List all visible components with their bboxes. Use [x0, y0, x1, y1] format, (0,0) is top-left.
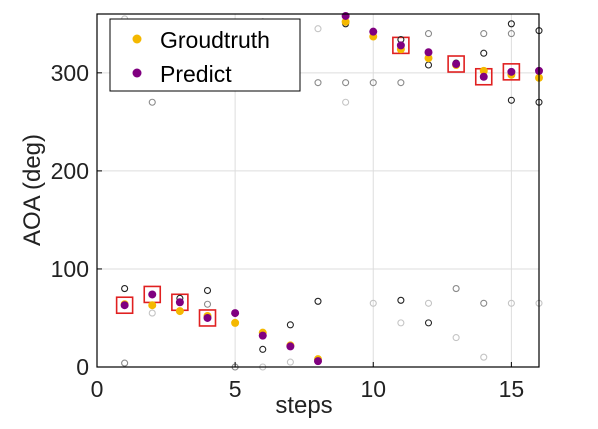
- x-tick-label: 0: [91, 376, 104, 402]
- x-axis-label: steps: [275, 392, 332, 419]
- candidate-point-dark: [397, 296, 405, 304]
- candidate-point-mid: [314, 79, 322, 87]
- predict-point: [231, 309, 240, 318]
- candidate-point-light: [424, 299, 433, 307]
- predict-point: [258, 331, 267, 340]
- predict-point: [148, 290, 157, 299]
- candidate-point-light: [507, 299, 515, 307]
- legend: Groudtruth Predict: [109, 18, 301, 92]
- candidate-point-mid: [424, 30, 433, 38]
- candidate-point-light: [369, 299, 377, 307]
- candidate-point-mid: [148, 98, 156, 106]
- y-tick-label: 0: [76, 354, 89, 380]
- y-tick-label: 100: [51, 256, 89, 282]
- candidate-point-mid: [203, 300, 212, 308]
- y-tick-label: 300: [51, 60, 89, 86]
- candidate-point-mid: [121, 359, 129, 367]
- predict-point: [341, 11, 350, 20]
- x-tick-label: 10: [360, 376, 386, 402]
- candidate-point-dark: [286, 321, 294, 329]
- candidate-point-dark: [259, 345, 267, 353]
- predict-point: [452, 60, 461, 69]
- predict-point: [314, 357, 322, 366]
- predict-point: [479, 72, 488, 81]
- y-axis-label: AOA (deg): [19, 134, 46, 246]
- highlight-box: [502, 63, 521, 81]
- legend-box: [109, 18, 301, 92]
- highlight-box: [115, 296, 134, 315]
- candidate-point-dark: [480, 49, 488, 57]
- legend-marker-predict: [132, 68, 142, 78]
- candidate-point-dark: [121, 285, 129, 293]
- candidate-point-mid: [480, 30, 488, 38]
- highlight-box: [198, 309, 217, 327]
- candidate-point-dark: [203, 286, 212, 295]
- x-tick-label: 15: [499, 376, 525, 402]
- candidate-point-light: [286, 358, 294, 366]
- legend-label-groudtruth: Groudtruth: [160, 27, 270, 53]
- candidate-point-mid: [452, 285, 460, 293]
- candidate-point-mid: [369, 79, 377, 87]
- groudtruth-point: [148, 301, 157, 310]
- candidate-point-mid: [507, 30, 515, 38]
- groudtruth-point: [479, 66, 488, 75]
- candidate-point-mid: [342, 79, 350, 87]
- series-points: [120, 11, 543, 366]
- candidate-point-light: [314, 25, 322, 33]
- candidate-point-dark: [424, 61, 433, 69]
- candidate-point-light: [148, 309, 156, 317]
- legend-marker-groudtruth: [132, 34, 142, 44]
- groudtruth-point: [341, 17, 350, 26]
- candidate-point-mid: [480, 299, 488, 307]
- plot-frame: [96, 13, 540, 368]
- x-tick-label: 5: [229, 376, 242, 402]
- candidate-point-light: [397, 319, 405, 327]
- highlight-box: [392, 36, 410, 55]
- y-tick-label: 200: [51, 158, 89, 184]
- predict-point: [203, 313, 212, 322]
- predict-point: [507, 67, 516, 76]
- predict-point: [369, 27, 378, 36]
- highlight-box: [447, 55, 465, 73]
- predict-point: [396, 41, 405, 50]
- candidate-point-dark: [314, 297, 322, 305]
- candidate-point-dark: [507, 20, 515, 28]
- predict-point: [175, 298, 184, 307]
- groudtruth-point: [231, 318, 240, 327]
- candidate-point-light: [452, 334, 460, 342]
- candidate-point-dark: [424, 319, 433, 327]
- predict-point: [120, 301, 129, 310]
- predict-point: [424, 48, 433, 57]
- axis-ticks: 0 5 10 15 0 100 200 300: [51, 60, 525, 402]
- candidate-point-light: [342, 98, 350, 106]
- groudtruth-point: [175, 307, 184, 316]
- candidate-point-mid: [397, 79, 405, 87]
- groudtruth-point: [424, 54, 433, 63]
- legend-label-predict: Predict: [160, 61, 232, 87]
- candidate-point-dark: [507, 96, 515, 104]
- candidate-point-light: [480, 353, 488, 361]
- predict-point: [286, 342, 295, 351]
